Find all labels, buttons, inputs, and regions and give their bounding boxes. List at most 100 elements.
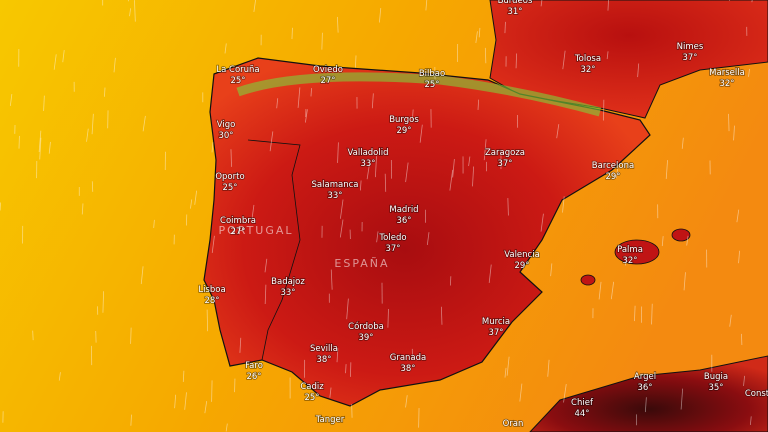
wind-streak <box>736 209 740 223</box>
city-name: Murcia <box>482 317 510 327</box>
wind-streak <box>452 158 455 178</box>
wind-streak <box>634 305 636 322</box>
wind-streak <box>276 98 279 109</box>
wind-streak <box>733 125 735 141</box>
wind-streak <box>488 264 492 283</box>
city-name: Granada <box>390 353 427 363</box>
city-name: Oporto <box>215 172 244 182</box>
city-name: Coimbra <box>220 216 256 226</box>
city-temp: 37° <box>682 53 697 63</box>
city-name: Chief <box>571 398 594 408</box>
wind-streak <box>379 8 382 23</box>
city-temp: 37° <box>385 244 400 254</box>
wind-streak <box>104 87 106 97</box>
north-africa <box>529 355 768 432</box>
wind-streak <box>371 93 374 109</box>
cool-north-coast <box>236 72 602 117</box>
city-temp: 25° <box>230 76 245 86</box>
wind-streak <box>683 272 686 291</box>
wind-streak <box>680 388 684 410</box>
wind-streak <box>264 284 267 305</box>
city-temp: 32° <box>719 79 734 89</box>
city-temp: 39° <box>358 333 373 343</box>
wind-streak <box>224 43 227 54</box>
mallorca <box>614 239 660 265</box>
wind-streak <box>743 375 745 387</box>
city-name: Palma <box>617 245 643 255</box>
wind-streak <box>729 314 732 327</box>
city-name: Faro <box>245 361 263 371</box>
wind-streak <box>598 281 602 300</box>
wind-streak <box>53 54 57 70</box>
wind-streak <box>230 149 232 167</box>
wind-streak <box>62 50 65 63</box>
wind-streak <box>81 203 84 215</box>
wind-streak <box>483 139 487 161</box>
city-name: Argel <box>634 372 656 382</box>
wind-streak <box>190 199 193 209</box>
wind-streak <box>339 219 344 238</box>
wind-streak <box>43 95 45 111</box>
wind-streak <box>113 57 116 73</box>
city-name: Oviedo <box>313 65 343 75</box>
wind-streak <box>616 167 619 179</box>
wind-streak <box>9 93 13 107</box>
wind-streak <box>184 392 187 410</box>
wind-streak <box>174 394 177 409</box>
wind-streak <box>374 156 377 178</box>
wind-streak <box>540 213 544 232</box>
wind-streak <box>478 27 481 38</box>
city-name: Madrid <box>389 205 418 215</box>
wind-streak <box>475 31 478 44</box>
wind-streak <box>384 173 387 192</box>
wind-streak <box>336 348 339 363</box>
city-name: Barcelona <box>592 161 634 171</box>
wind-streak <box>329 387 332 398</box>
city-name: Cadiz <box>300 382 324 392</box>
city-temp: 26° <box>246 372 261 382</box>
wind-streak <box>330 269 333 290</box>
wind-streak <box>86 128 89 142</box>
border <box>247 139 301 361</box>
wind-streak <box>336 16 339 33</box>
city-temp: 33° <box>360 159 375 169</box>
country-name: PORTUGAL <box>218 224 293 237</box>
wind-streak <box>264 258 268 273</box>
city-name: Córdoba <box>348 321 384 332</box>
wind-streak <box>297 87 301 108</box>
wind-streak <box>484 47 487 64</box>
wind-streak <box>472 166 475 187</box>
wind-streak <box>405 395 408 408</box>
city-temp: 44° <box>574 409 589 419</box>
wind-streak <box>39 137 42 160</box>
city-temp: 38° <box>316 355 331 365</box>
wind-streak <box>211 142 214 153</box>
wind-streak <box>644 397 647 413</box>
city-temp: 35° <box>708 383 723 393</box>
wind-streak <box>182 370 185 382</box>
city-name: Const <box>745 389 768 399</box>
wind-streak <box>129 8 132 17</box>
ibiza <box>580 274 596 286</box>
city-temp: 29° <box>514 261 529 271</box>
wind-streaks <box>0 0 754 431</box>
wind-streak <box>204 400 208 414</box>
wind-streak <box>419 124 423 143</box>
city-temp: 33° <box>327 191 342 201</box>
wind-streak <box>354 55 357 68</box>
wind-streak <box>550 263 553 277</box>
wind-streak <box>606 51 609 60</box>
wind-streak <box>153 219 155 228</box>
city-temp: 28° <box>204 296 219 306</box>
wind-streak <box>206 309 209 332</box>
city-temp: 25° <box>222 183 237 193</box>
wind-streak <box>502 0 504 4</box>
wind-streak <box>310 88 312 97</box>
wind-streak <box>376 231 379 243</box>
wind-streak <box>506 356 510 376</box>
wind-streak <box>225 423 228 432</box>
wind-streak <box>321 32 323 50</box>
wind-streak <box>130 327 132 344</box>
wind-streak <box>547 359 550 377</box>
